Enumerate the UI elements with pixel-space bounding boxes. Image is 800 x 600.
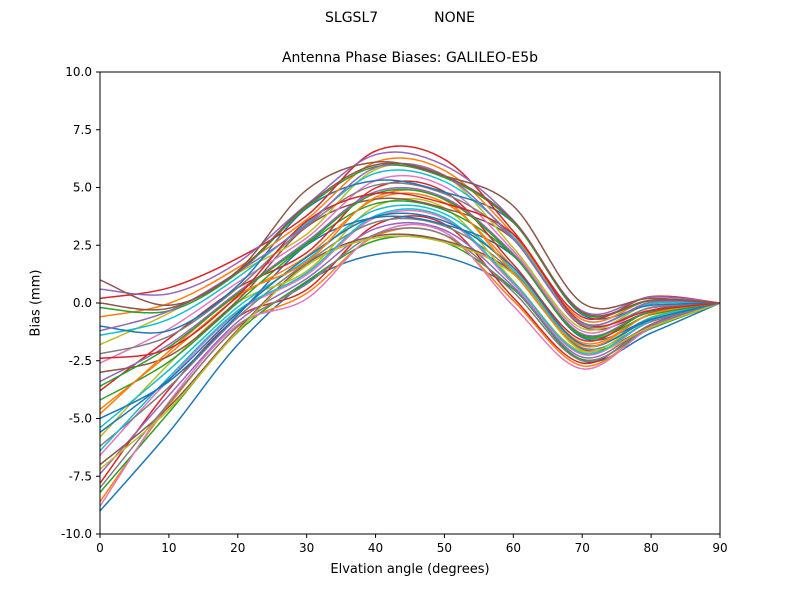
y-tick-label: 0.0 [73, 296, 92, 310]
series-line-line-03 [99, 235, 721, 493]
series-line-line-31 [99, 212, 721, 433]
y-tick-label: 2.5 [73, 238, 92, 252]
x-tick-label: 0 [96, 541, 104, 555]
x-tick-label: 60 [506, 541, 521, 555]
x-tick-label: 10 [161, 541, 176, 555]
series-line-line-02 [99, 227, 721, 503]
series-line-line-36 [99, 162, 721, 317]
figure-suptitle: SLGSL7 NONE [0, 10, 800, 26]
x-tick-label: 70 [575, 541, 590, 555]
x-tick-label: 80 [643, 541, 658, 555]
y-tick-label: 5.0 [73, 181, 92, 195]
series-line-line-25 [99, 151, 721, 316]
series-line-line-22 [99, 157, 721, 323]
series-line-line-33 [99, 188, 721, 387]
y-tick-label: 10.0 [65, 65, 92, 79]
series-line-line-05 [99, 221, 721, 475]
chart-title: Antenna Phase Biases: GALILEO-E5b [281, 50, 539, 66]
series-line-line-14 [99, 180, 721, 392]
series-line-line-15 [99, 186, 721, 383]
y-tick-label: -7.5 [69, 469, 92, 483]
series-line-line-29 [99, 235, 721, 470]
series-line-line-27 [99, 223, 721, 507]
series-line-line-12 [99, 192, 721, 410]
series-line-line-17 [99, 174, 721, 364]
series-line-line-30 [99, 208, 721, 452]
x-tick-label: 30 [299, 541, 314, 555]
suptitle-site: SLGSL7 [325, 10, 379, 26]
suptitle-mode: NONE [434, 10, 475, 26]
y-axis-label: Bias (mm) [28, 269, 44, 337]
x-tick-label: 90 [712, 541, 727, 555]
y-tick-label: -2.5 [69, 354, 92, 368]
series-line-line-34 [99, 192, 721, 360]
y-tick-label: -5.0 [69, 412, 92, 426]
x-tick-label: 20 [230, 541, 245, 555]
series-line-line-28 [99, 227, 721, 489]
series-line-line-35 [99, 162, 721, 332]
x-axis-label: Elvation angle (degrees) [330, 562, 490, 577]
y-tick-label: 7.5 [73, 123, 92, 137]
x-tick-label: 40 [368, 541, 383, 555]
y-tick-label: -10.0 [61, 527, 92, 541]
series-line-line-04 [99, 215, 721, 484]
x-tick-label: 50 [437, 541, 452, 555]
series-line-line-06 [99, 233, 721, 466]
